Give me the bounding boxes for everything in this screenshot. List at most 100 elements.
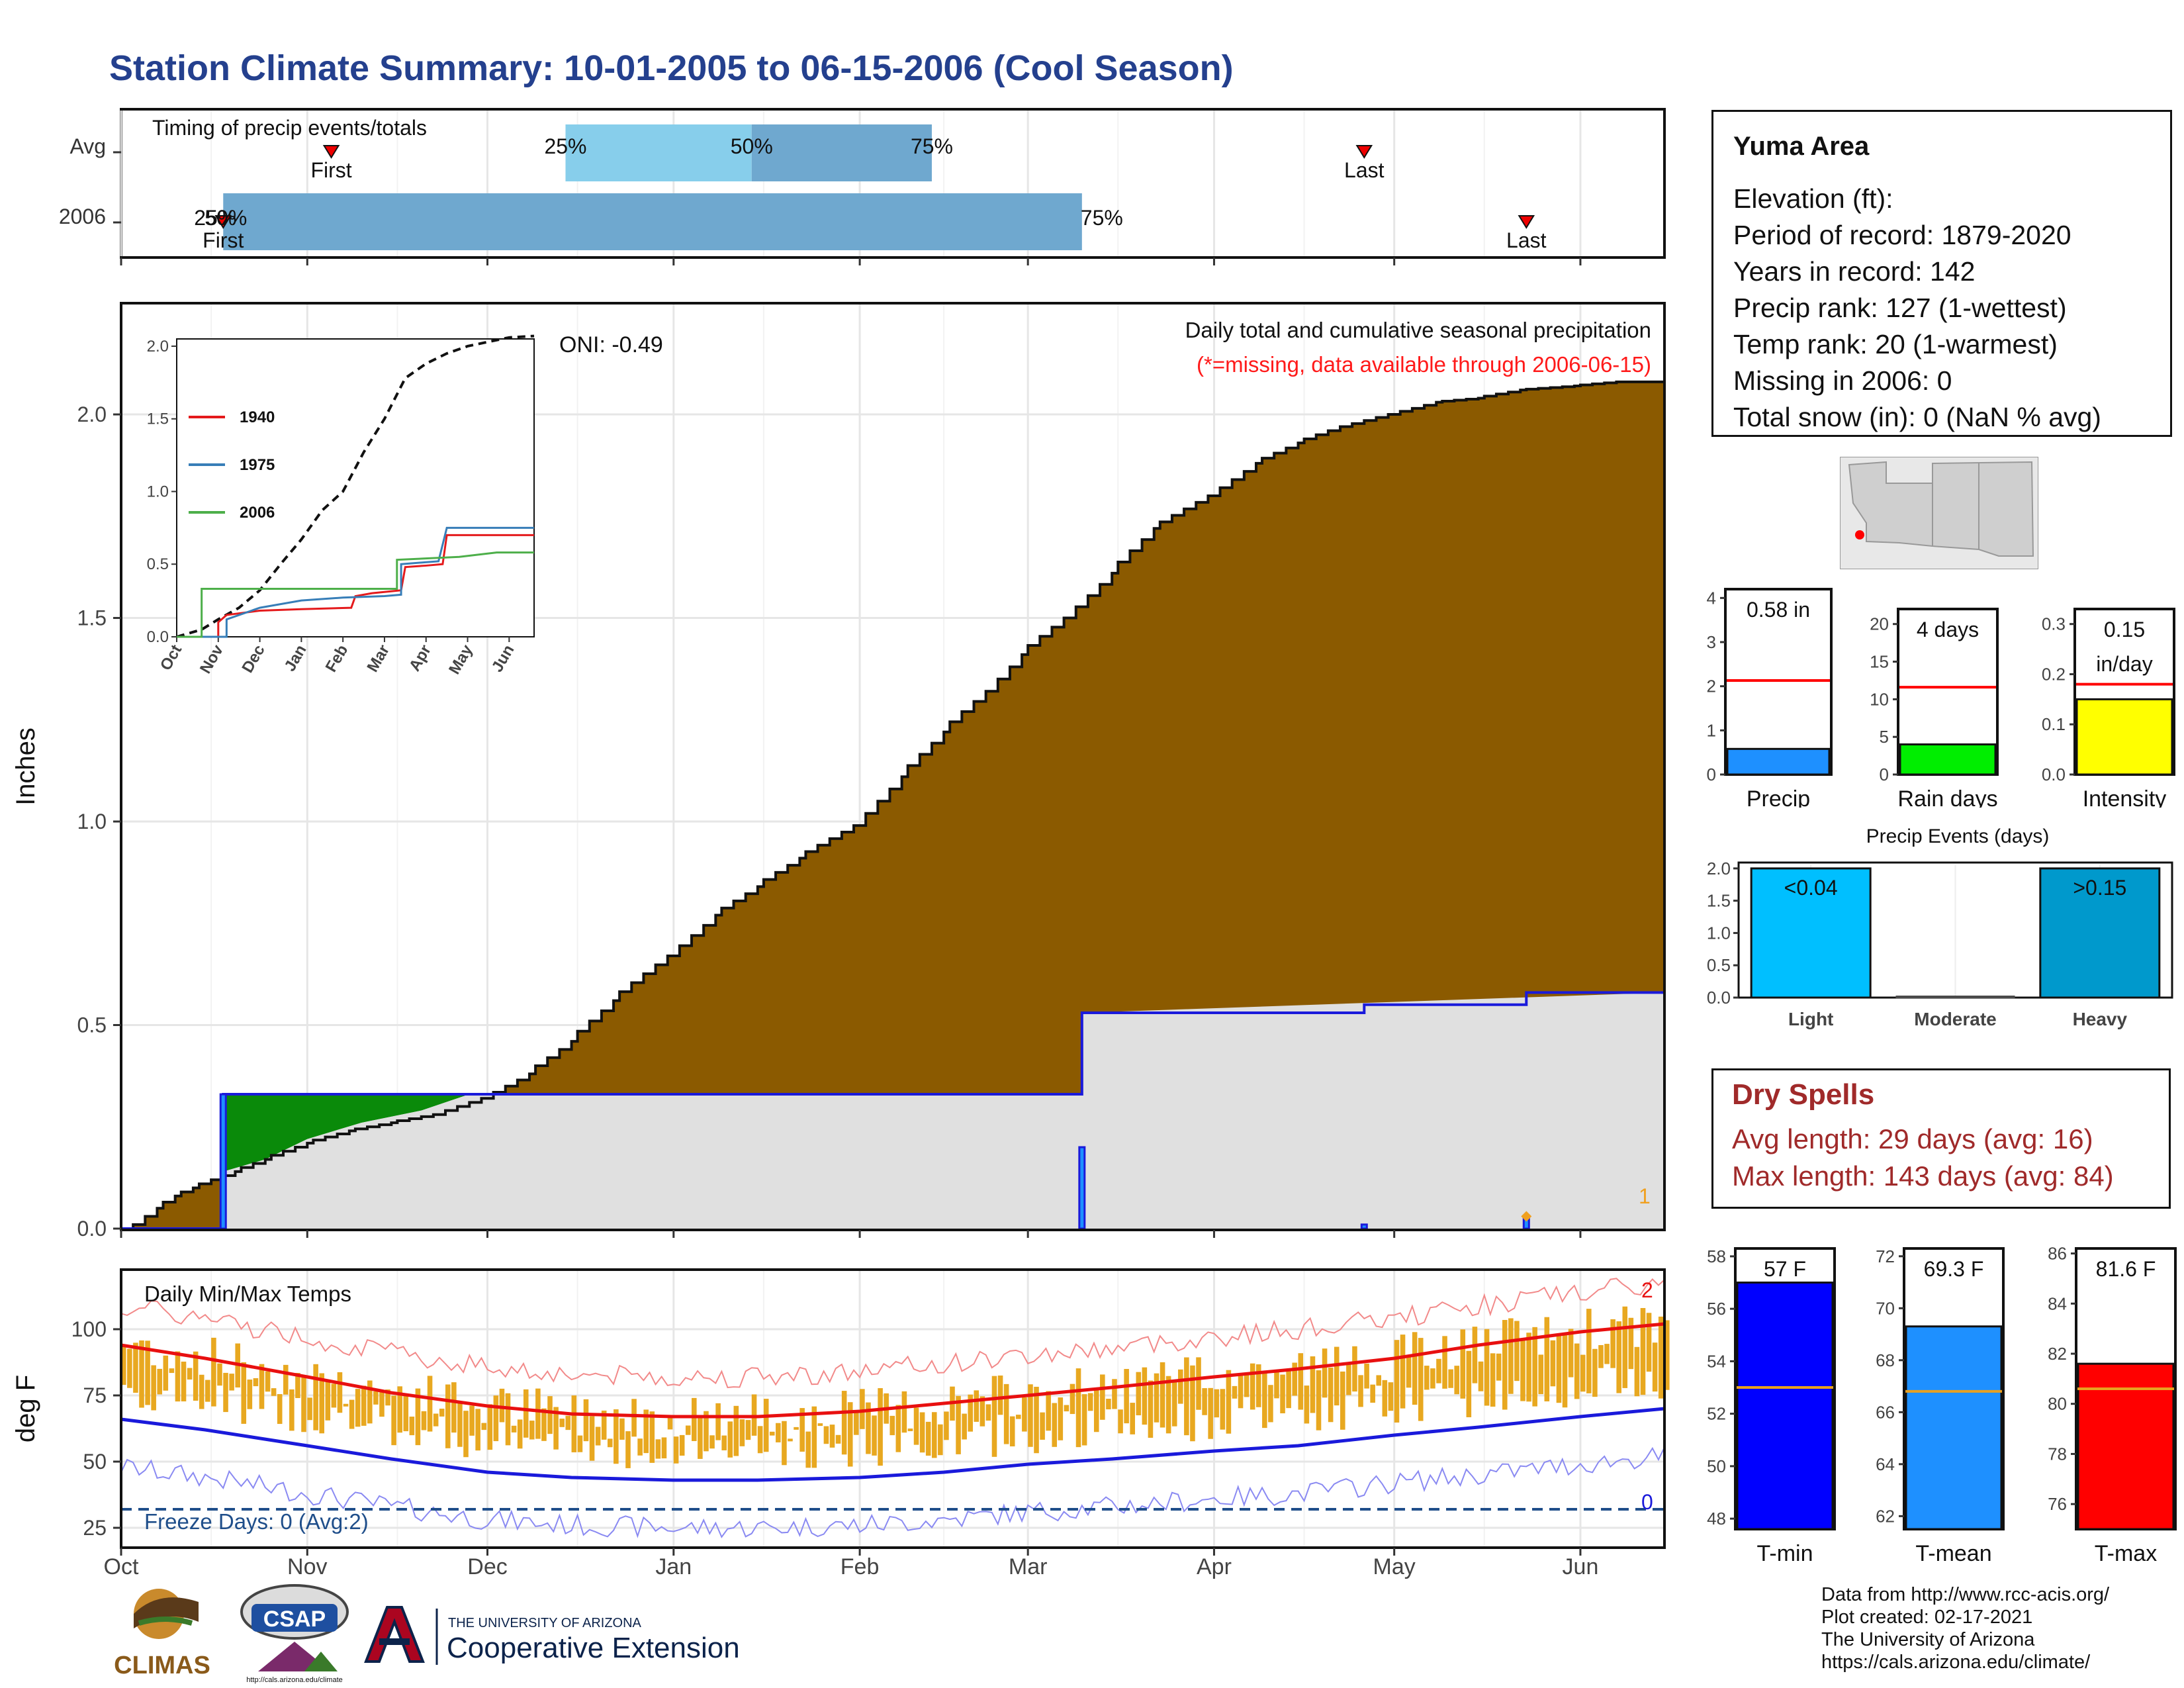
daily-temp-bar (860, 1389, 865, 1429)
temps-marks (120, 1278, 1670, 1538)
y-tick-label: 82 (2048, 1344, 2067, 1364)
daily-temp-bar (1190, 1365, 1195, 1442)
y-tick-label: 0.5 (77, 1013, 107, 1037)
csap-logo-url: http://cals.arizona.edu/climate (246, 1676, 343, 1684)
inset-x-tick-label: May (445, 641, 477, 677)
x-tick-label: Feb (841, 1554, 880, 1579)
credit-line: https://cals.arizona.edu/climate/ (1821, 1652, 2091, 1673)
daily-temp-bar (931, 1412, 937, 1458)
daily-temp-bar (439, 1409, 445, 1417)
inset-legend-label: 1940 (240, 408, 275, 426)
station-line: Elevation (ft): (1733, 183, 1893, 214)
csap-logo-text: CSAP (263, 1607, 326, 1632)
inset-x-tick-label: Mar (363, 642, 393, 675)
inset-y-tick-label: 1.5 (147, 410, 169, 428)
daily-temp-bar (157, 1368, 163, 1395)
x-tick-label: Jun (1563, 1554, 1599, 1579)
timing-avg-first-marker (322, 145, 340, 159)
summary-value-label: 57 F (1764, 1257, 1806, 1281)
y-tick-label: 2.0 (1707, 859, 1731, 878)
precip-summary-bars: 0 1 2 3 4 0.58 in Precip 0 5 10 15 20 4 days Rain day… (1707, 588, 2175, 808)
daily-temp-bar (835, 1434, 841, 1444)
temps-x-tick-labels: Oct Nov Dec Jan Feb Mar Apr May Jun (104, 1554, 1599, 1579)
daily-temp-bar (1580, 1354, 1586, 1392)
daily-temp-bar (1124, 1369, 1129, 1424)
daily-temp-bar (919, 1412, 925, 1453)
daily-temp-bar (679, 1434, 685, 1456)
inset-series-line (177, 526, 534, 638)
summary-category-label: T-mean (1915, 1541, 1991, 1566)
daily-temp-bar (1592, 1348, 1598, 1397)
y-tick-label: 0.0 (77, 1217, 107, 1238)
oni-label: ONI: -0.49 (559, 332, 663, 357)
daily-temp-bar (505, 1393, 511, 1446)
timing-2006-75-label: 75% (1081, 206, 1123, 230)
daily-temp-bar (1274, 1370, 1279, 1399)
daily-temp-bar (1586, 1309, 1592, 1393)
daily-temp-bar (739, 1419, 745, 1446)
daily-temp-bar (283, 1364, 289, 1395)
daily-temp-bar (709, 1435, 715, 1449)
daily-temp-bar (1544, 1317, 1550, 1402)
daily-temp-bar (169, 1368, 175, 1374)
daily-temp-bar (241, 1362, 247, 1424)
daily-temp-bar (811, 1406, 817, 1468)
timing-cat-2006: 2006 (59, 205, 106, 228)
y-tick-label: 0.5 (1707, 955, 1731, 975)
daily-temp-bar (601, 1410, 607, 1440)
timing-2006-50-label: 50% (205, 206, 247, 230)
daily-temp-bar (1142, 1367, 1148, 1425)
daily-temp-bar (397, 1386, 402, 1433)
y-tick-label: 50 (1707, 1456, 1726, 1476)
daily-temp-bar (205, 1380, 210, 1402)
daily-temp-bar (1472, 1327, 1478, 1383)
dry-spells-avg: Avg length: 29 days (avg: 16) (1732, 1123, 2093, 1154)
y-tick-label: 62 (1876, 1506, 1895, 1526)
temps-count-bottom: 0 (1641, 1490, 1653, 1514)
daily-temp-bar (938, 1424, 943, 1456)
daily-temp-bar (1154, 1373, 1160, 1423)
daily-temp-bar (127, 1348, 132, 1388)
daily-temp-bar (721, 1435, 727, 1450)
avg-min-line (120, 1407, 1665, 1482)
y-tick-label: 50 (83, 1450, 107, 1474)
events-category-label: Light (1788, 1009, 1833, 1029)
y-tick-label: 66 (1876, 1402, 1895, 1422)
daily-temp-bar (655, 1439, 661, 1459)
precip-count: 1 (1639, 1184, 1651, 1208)
daily-temp-bar (704, 1411, 709, 1452)
daily-temp-bar (1514, 1321, 1520, 1382)
inset-y-tick-label: 0.0 (147, 628, 169, 646)
daily-temp-bar (1064, 1405, 1069, 1412)
daily-temp-bar (1508, 1318, 1514, 1394)
daily-temp-bar (457, 1402, 463, 1447)
events-category-label: Heavy (2073, 1009, 2128, 1029)
daily-temp-bar (1376, 1375, 1382, 1386)
daily-temp-bar (1232, 1385, 1238, 1399)
daily-temp-bar (631, 1399, 637, 1437)
daily-temp-bar (535, 1388, 541, 1439)
page-title: Station Climate Summary: 10-01-2005 to 0… (109, 48, 1234, 88)
timing-2006-25-label: 25% (194, 206, 236, 230)
summary-bar (1905, 1325, 2003, 1530)
summary-value-label: 0.15 (2104, 618, 2145, 641)
daily-temp-bar (692, 1397, 697, 1441)
daily-temp-bar (349, 1399, 355, 1429)
y-tick-label: 52 (1707, 1404, 1726, 1424)
daily-temp-bar (1286, 1371, 1291, 1409)
y-tick-label: 80 (2048, 1394, 2067, 1414)
daily-temp-bar (733, 1405, 739, 1456)
inset-y-tick-label: 2.0 (147, 338, 169, 355)
credits: Data from http://www.rcc-acis.org/ Plot … (1821, 1583, 2109, 1673)
daily-temp-bar (1310, 1356, 1316, 1413)
daily-temp-bar (493, 1395, 499, 1442)
y-tick-label: 1.5 (77, 606, 107, 630)
x-tick-label: Jan (655, 1554, 692, 1579)
daily-temp-bar (1171, 1382, 1177, 1427)
timing-avg-75-label: 75% (911, 134, 953, 158)
daily-temp-bar (469, 1405, 475, 1436)
x-tick-label: Dec (467, 1554, 507, 1579)
summary-value-label: 4 days (1917, 618, 1979, 641)
timing-2006-first-marker (214, 215, 232, 229)
